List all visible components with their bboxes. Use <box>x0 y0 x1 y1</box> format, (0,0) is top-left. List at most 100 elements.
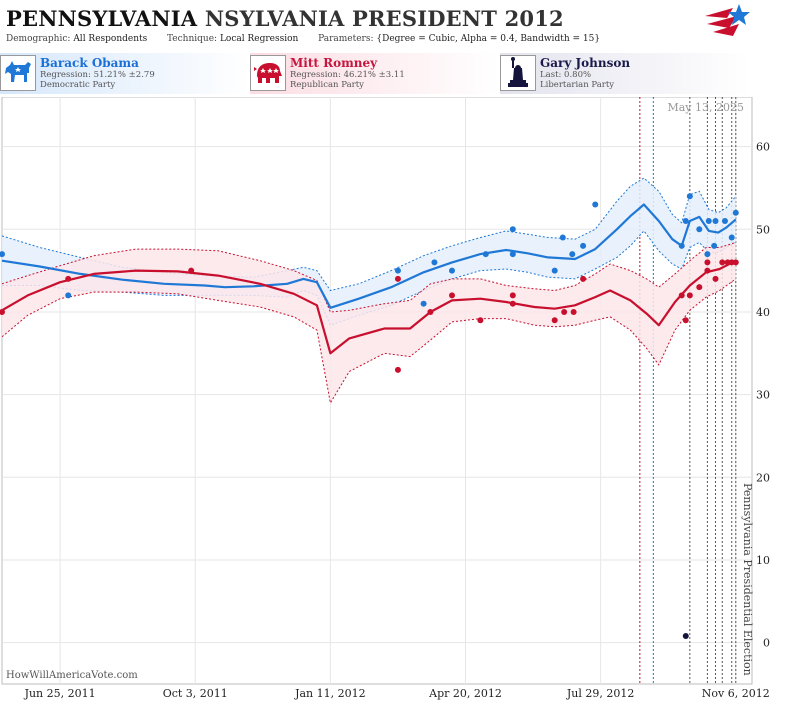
poll-point <box>394 275 401 282</box>
poll-point <box>427 308 434 315</box>
poll-point <box>561 308 568 315</box>
poll-point <box>477 317 484 324</box>
candidate-name: Mitt Romney <box>290 56 378 70</box>
poll-point <box>551 267 558 274</box>
poll-point <box>188 267 195 274</box>
as-of-date-label: May 13, 2025 <box>667 101 744 114</box>
poll-point <box>431 259 438 266</box>
poll-chart[interactable]: May 13, 2025 HowWillAmericaVote.com Penn… <box>0 96 789 704</box>
election-label: Pennsylvania Presidential Election <box>741 483 754 676</box>
poll-point <box>420 300 427 307</box>
x-tick-label: Jul 29, 2012 <box>566 687 635 700</box>
poll-point <box>449 292 455 299</box>
x-tick-label: Jun 25, 2011 <box>24 687 96 700</box>
x-tick-label: Jan 11, 2012 <box>294 687 366 700</box>
candidate-name: Barack Obama <box>40 56 139 70</box>
title-rest: NSYLVANIA PRESIDENT 2012 <box>204 6 564 31</box>
poll-point <box>686 193 693 200</box>
poll-point <box>682 218 689 225</box>
demographic-label: Demographic: <box>6 34 71 44</box>
poll-point <box>559 234 566 241</box>
donkey-icon <box>0 55 36 91</box>
y-tick-label: 20 <box>756 471 770 484</box>
poll-point <box>509 251 516 258</box>
statue-of-liberty-icon <box>500 55 536 91</box>
y-tick-label: 60 <box>756 141 770 154</box>
poll-point <box>705 218 712 225</box>
poll-point <box>732 259 739 266</box>
poll-point <box>580 275 587 282</box>
page-header: PENNSYLVANIA NSYLVANIA PRESIDENT 2012 De… <box>0 0 789 52</box>
x-tick-label: Apr 20, 2012 <box>428 687 502 700</box>
y-tick-label: 40 <box>756 306 770 319</box>
technique-value: Local Regression <box>219 34 299 44</box>
poll-point <box>712 218 719 225</box>
candidate-party: Republican Party <box>290 80 364 90</box>
parameter-line: Demographic: All Respondents Technique: … <box>6 34 600 44</box>
chart-area: May 13, 2025 HowWillAmericaVote.com Penn… <box>0 96 789 704</box>
y-tick-label: 10 <box>756 554 770 567</box>
poll-point <box>0 308 5 315</box>
poll-point <box>686 292 693 299</box>
regression-line <box>1 259 737 355</box>
poll-point <box>721 218 728 225</box>
poll-point <box>65 292 72 299</box>
poll-point <box>704 251 711 258</box>
poll-point <box>678 292 685 299</box>
candidate-legend: Barack Obama Regression: 51.21% ±2.79 De… <box>0 53 789 94</box>
poll-point <box>509 226 516 233</box>
upper-bound-line <box>1 177 737 292</box>
poll-point <box>65 275 72 282</box>
demographic-value: All Respondents <box>73 34 148 44</box>
poll-point <box>570 308 577 315</box>
x-tick-label: Nov 6, 2012 <box>702 687 770 700</box>
poll-point <box>682 317 689 324</box>
upper-bound-line <box>1 242 736 313</box>
poll-point <box>592 201 599 208</box>
poll-point <box>682 633 689 640</box>
candidate-romney[interactable]: Mitt Romney Regression: 46.21% ±3.11 Rep… <box>250 53 500 94</box>
poll-point <box>449 267 455 274</box>
x-tick-label: Oct 3, 2011 <box>163 687 228 700</box>
candidate-party: Libertarian Party <box>540 80 615 90</box>
site-logo-icon[interactable] <box>703 2 751 48</box>
poll-point <box>678 242 685 249</box>
poll-point <box>728 234 735 241</box>
parameters-value: {Degree = Cubic, Alpha = 0.4, Bandwidth … <box>376 34 601 44</box>
candidate-johnson[interactable]: Gary Johnson Last: 0.80% Libertarian Par… <box>500 53 750 94</box>
technique-label: Technique: <box>167 34 218 44</box>
candidate-last-value: Last: 0.80% <box>540 70 592 80</box>
poll-point <box>719 259 726 266</box>
candidate-regression: Regression: 51.21% ±2.79 <box>40 70 155 80</box>
elephant-icon <box>250 55 286 91</box>
regression-line <box>1 203 737 309</box>
parameters-label: Parameters: <box>318 34 374 44</box>
title-state: PENNSYLVANIA <box>6 6 198 31</box>
poll-point <box>696 284 703 291</box>
poll-point <box>394 366 401 373</box>
candidate-regression: Regression: 46.21% ±3.11 <box>290 70 405 80</box>
poll-point <box>0 251 5 258</box>
page-title: PENNSYLVANIA NSYLVANIA PRESIDENT 2012 <box>6 6 564 31</box>
poll-point <box>711 242 718 249</box>
poll-point <box>569 251 576 258</box>
lower-bound-line <box>1 278 737 405</box>
candidate-party: Democratic Party <box>40 80 116 90</box>
poll-point <box>509 292 516 299</box>
candidate-obama[interactable]: Barack Obama Regression: 51.21% ±2.79 De… <box>0 53 250 94</box>
lower-bound-line <box>2 230 737 326</box>
y-tick-label: 0 <box>763 637 770 650</box>
poll-point <box>482 251 489 258</box>
y-tick-label: 30 <box>756 389 770 402</box>
poll-point <box>551 317 558 324</box>
watermark-label: HowWillAmericaVote.com <box>6 670 138 681</box>
poll-point <box>704 259 711 266</box>
poll-point <box>696 226 703 233</box>
confidence-band <box>2 242 736 403</box>
y-tick-label: 50 <box>756 223 770 236</box>
candidate-name: Gary Johnson <box>540 56 631 70</box>
poll-point <box>509 300 516 307</box>
poll-point <box>704 267 711 274</box>
poll-point <box>394 267 401 274</box>
poll-point <box>712 275 719 282</box>
